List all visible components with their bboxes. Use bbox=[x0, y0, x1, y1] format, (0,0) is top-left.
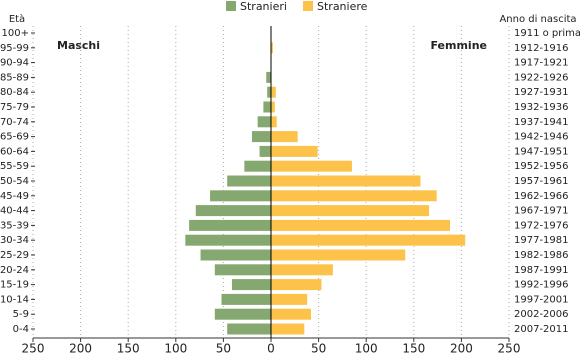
x-tick-label: 50 bbox=[311, 342, 326, 356]
age-label: 95-99 bbox=[0, 43, 29, 54]
age-label: 30-34 bbox=[0, 235, 29, 246]
bar bbox=[214, 264, 271, 276]
birth-year-label: 1917-1921 bbox=[514, 58, 569, 69]
birth-year-label: 2007-2011 bbox=[514, 324, 569, 335]
x-tick-label: 100 bbox=[355, 342, 378, 356]
age-label: 10-14 bbox=[0, 294, 29, 305]
bar bbox=[210, 190, 271, 202]
bar bbox=[271, 308, 311, 320]
age-label: 80-84 bbox=[0, 87, 29, 98]
bar bbox=[271, 86, 276, 98]
bar bbox=[195, 205, 271, 217]
legend-swatch bbox=[303, 1, 313, 11]
x-tick-label: 150 bbox=[402, 342, 425, 356]
birth-year-label: 1977-1981 bbox=[514, 235, 569, 246]
bar bbox=[271, 42, 273, 54]
x-tick-label: 250 bbox=[498, 342, 521, 356]
birth-year-label: 1912-1916 bbox=[514, 43, 569, 54]
bar bbox=[267, 86, 271, 98]
bar bbox=[271, 145, 318, 157]
age-label: 55-59 bbox=[0, 161, 29, 172]
bar bbox=[271, 205, 430, 217]
birth-year-label: 1957-1961 bbox=[514, 176, 569, 187]
bar bbox=[271, 160, 352, 172]
birth-year-label: 1932-1936 bbox=[514, 102, 569, 113]
age-label: 75-79 bbox=[0, 102, 29, 113]
age-label: 45-49 bbox=[0, 191, 29, 202]
y2-axis-title: Anno di nascita bbox=[499, 14, 576, 25]
bar bbox=[271, 323, 305, 335]
bar bbox=[271, 116, 277, 128]
age-label: 40-44 bbox=[0, 206, 29, 217]
right-label: Femmine bbox=[430, 39, 487, 52]
bar bbox=[231, 279, 271, 291]
legend-swatch bbox=[226, 1, 236, 11]
x-tick-label: 0 bbox=[267, 342, 275, 356]
birth-year-label: 1967-1971 bbox=[514, 206, 569, 217]
age-label: 70-74 bbox=[0, 117, 29, 128]
birth-year-label: 1927-1931 bbox=[514, 87, 569, 98]
x-tick-label: 200 bbox=[450, 342, 473, 356]
bar bbox=[266, 71, 271, 83]
birth-year-label: 1962-1966 bbox=[514, 191, 569, 202]
bar bbox=[271, 293, 308, 305]
bar bbox=[185, 234, 271, 246]
birth-year-label: 1911 o prima bbox=[514, 28, 580, 39]
x-tick-label: 200 bbox=[69, 342, 92, 356]
birth-year-label: 1922-1926 bbox=[514, 72, 569, 83]
age-label: 50-54 bbox=[0, 176, 29, 187]
age-label: 60-64 bbox=[0, 146, 29, 157]
birth-year-label: 1947-1951 bbox=[514, 146, 569, 157]
birth-year-label: 1972-1976 bbox=[514, 220, 569, 231]
x-tick-label: 100 bbox=[164, 342, 187, 356]
age-label: 15-19 bbox=[0, 280, 29, 291]
bar bbox=[271, 279, 322, 291]
bar bbox=[271, 131, 298, 143]
bar bbox=[271, 219, 450, 231]
bar bbox=[271, 249, 406, 261]
x-tick-label: 250 bbox=[22, 342, 45, 356]
birth-year-label: 1997-2001 bbox=[514, 294, 569, 305]
bar bbox=[259, 145, 271, 157]
bar bbox=[221, 293, 271, 305]
bar bbox=[189, 219, 271, 231]
legend-label: Straniere bbox=[317, 0, 368, 13]
bar bbox=[200, 249, 271, 261]
age-label: 0-4 bbox=[13, 324, 29, 335]
age-label: 85-89 bbox=[0, 72, 29, 83]
age-label: 25-29 bbox=[0, 250, 29, 261]
legend-label: Stranieri bbox=[240, 0, 287, 13]
age-label: 20-24 bbox=[0, 265, 29, 276]
bar bbox=[251, 131, 271, 143]
bar bbox=[257, 116, 271, 128]
bar bbox=[271, 175, 421, 187]
x-tick-label: 150 bbox=[117, 342, 140, 356]
age-label: 100+ bbox=[2, 28, 29, 39]
x-tick-label: 50 bbox=[216, 342, 231, 356]
birth-year-label: 1952-1956 bbox=[514, 161, 569, 172]
bar bbox=[227, 175, 271, 187]
bar bbox=[214, 308, 271, 320]
age-label: 5-9 bbox=[13, 309, 29, 320]
birth-year-label: 1987-1991 bbox=[514, 265, 569, 276]
birth-year-label: 1937-1941 bbox=[514, 117, 569, 128]
bar bbox=[271, 190, 437, 202]
bar bbox=[271, 101, 275, 113]
birth-year-label: 2002-2006 bbox=[514, 309, 569, 320]
bar bbox=[263, 101, 271, 113]
y-axis-title: Età bbox=[9, 13, 25, 25]
left-label: Maschi bbox=[57, 39, 100, 52]
bar bbox=[271, 234, 466, 246]
birth-year-label: 1942-1946 bbox=[514, 132, 569, 143]
age-label: 90-94 bbox=[0, 58, 29, 69]
birth-year-label: 1982-1986 bbox=[514, 250, 569, 261]
bar bbox=[244, 160, 271, 172]
bar bbox=[271, 264, 333, 276]
bar bbox=[227, 323, 271, 335]
birth-year-label: 1992-1996 bbox=[514, 280, 569, 291]
age-label: 35-39 bbox=[0, 220, 29, 231]
age-label: 65-69 bbox=[0, 132, 29, 143]
